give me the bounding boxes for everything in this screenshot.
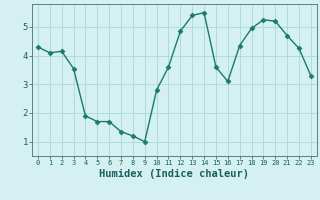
X-axis label: Humidex (Indice chaleur): Humidex (Indice chaleur) — [100, 169, 249, 179]
